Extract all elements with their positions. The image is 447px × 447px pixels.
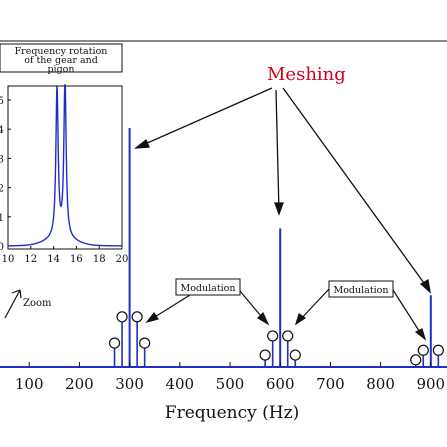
sideband-marker-8 <box>410 354 422 366</box>
inset-x-tick-label: 10 <box>2 254 15 265</box>
x-tick-label: 100 <box>15 375 44 393</box>
x-tick-label: 900 <box>416 375 445 393</box>
inset-y-tick-label: 0 <box>0 242 4 253</box>
x-tick-label: 400 <box>165 375 194 393</box>
sideband-marker-3 <box>139 337 151 349</box>
inset-spectrum-line <box>7 84 122 247</box>
inset-y-tick-label: 3 <box>0 154 4 165</box>
x-tick-label: 600 <box>266 375 295 393</box>
sideband-marker-5 <box>267 330 279 342</box>
zoom-label: Zoom <box>23 298 52 309</box>
modulation-arrows-left <box>145 290 270 326</box>
sideband-marker-2 <box>131 311 143 323</box>
inset-y-tick-label: 5 <box>0 96 4 107</box>
inset-plot: Frequency rotation of the gear and pigon… <box>0 43 129 265</box>
inset-y-tick-label: 2 <box>0 184 4 195</box>
modulation-arrows-right <box>294 288 427 341</box>
x-tick-label: 200 <box>65 375 94 393</box>
meshing-label: Meshing <box>267 64 346 85</box>
inset-title-line-3: pigon <box>47 64 74 75</box>
inset-x-tick-label: 16 <box>70 254 83 265</box>
inset-x-tick-label: 12 <box>24 254 37 265</box>
meshing-arrows <box>133 87 431 294</box>
sideband-marker-1 <box>116 311 128 323</box>
inset-y-tick-label: 4 <box>0 125 4 136</box>
inset-x-tick-label: 18 <box>93 254 106 265</box>
x-axis-label: Frequency (Hz) <box>165 403 299 423</box>
inset-y-tick-label: 1 <box>0 213 4 224</box>
sideband-marker-7 <box>289 349 301 361</box>
modulation-label-left: Modulation <box>180 283 235 294</box>
x-tick-label: 800 <box>366 375 395 393</box>
modulation-box-left: Modulation <box>175 278 241 296</box>
sideband-marker-0 <box>108 337 121 349</box>
sideband-marker-4 <box>259 349 271 361</box>
modulation-label-right: Modulation <box>333 285 388 296</box>
x-tick-label: 700 <box>316 375 345 393</box>
sideband-marker-10 <box>432 344 444 356</box>
sideband-marker-6 <box>282 330 294 342</box>
x-tick-label: 500 <box>216 375 245 393</box>
x-tick-label: 300 <box>115 375 144 393</box>
inset-x-tick-label: 20 <box>116 254 129 265</box>
sideband-marker-9 <box>417 344 429 356</box>
zoom-arrow <box>4 289 22 319</box>
inset-title-line-1: Frequency rotation <box>15 46 108 57</box>
inset-title-line-2: of the gear and <box>24 55 98 66</box>
inset-x-tick-label: 14 <box>47 254 60 265</box>
inset-title-box <box>0 43 123 73</box>
modulation-box-right: Modulation <box>328 280 394 298</box>
